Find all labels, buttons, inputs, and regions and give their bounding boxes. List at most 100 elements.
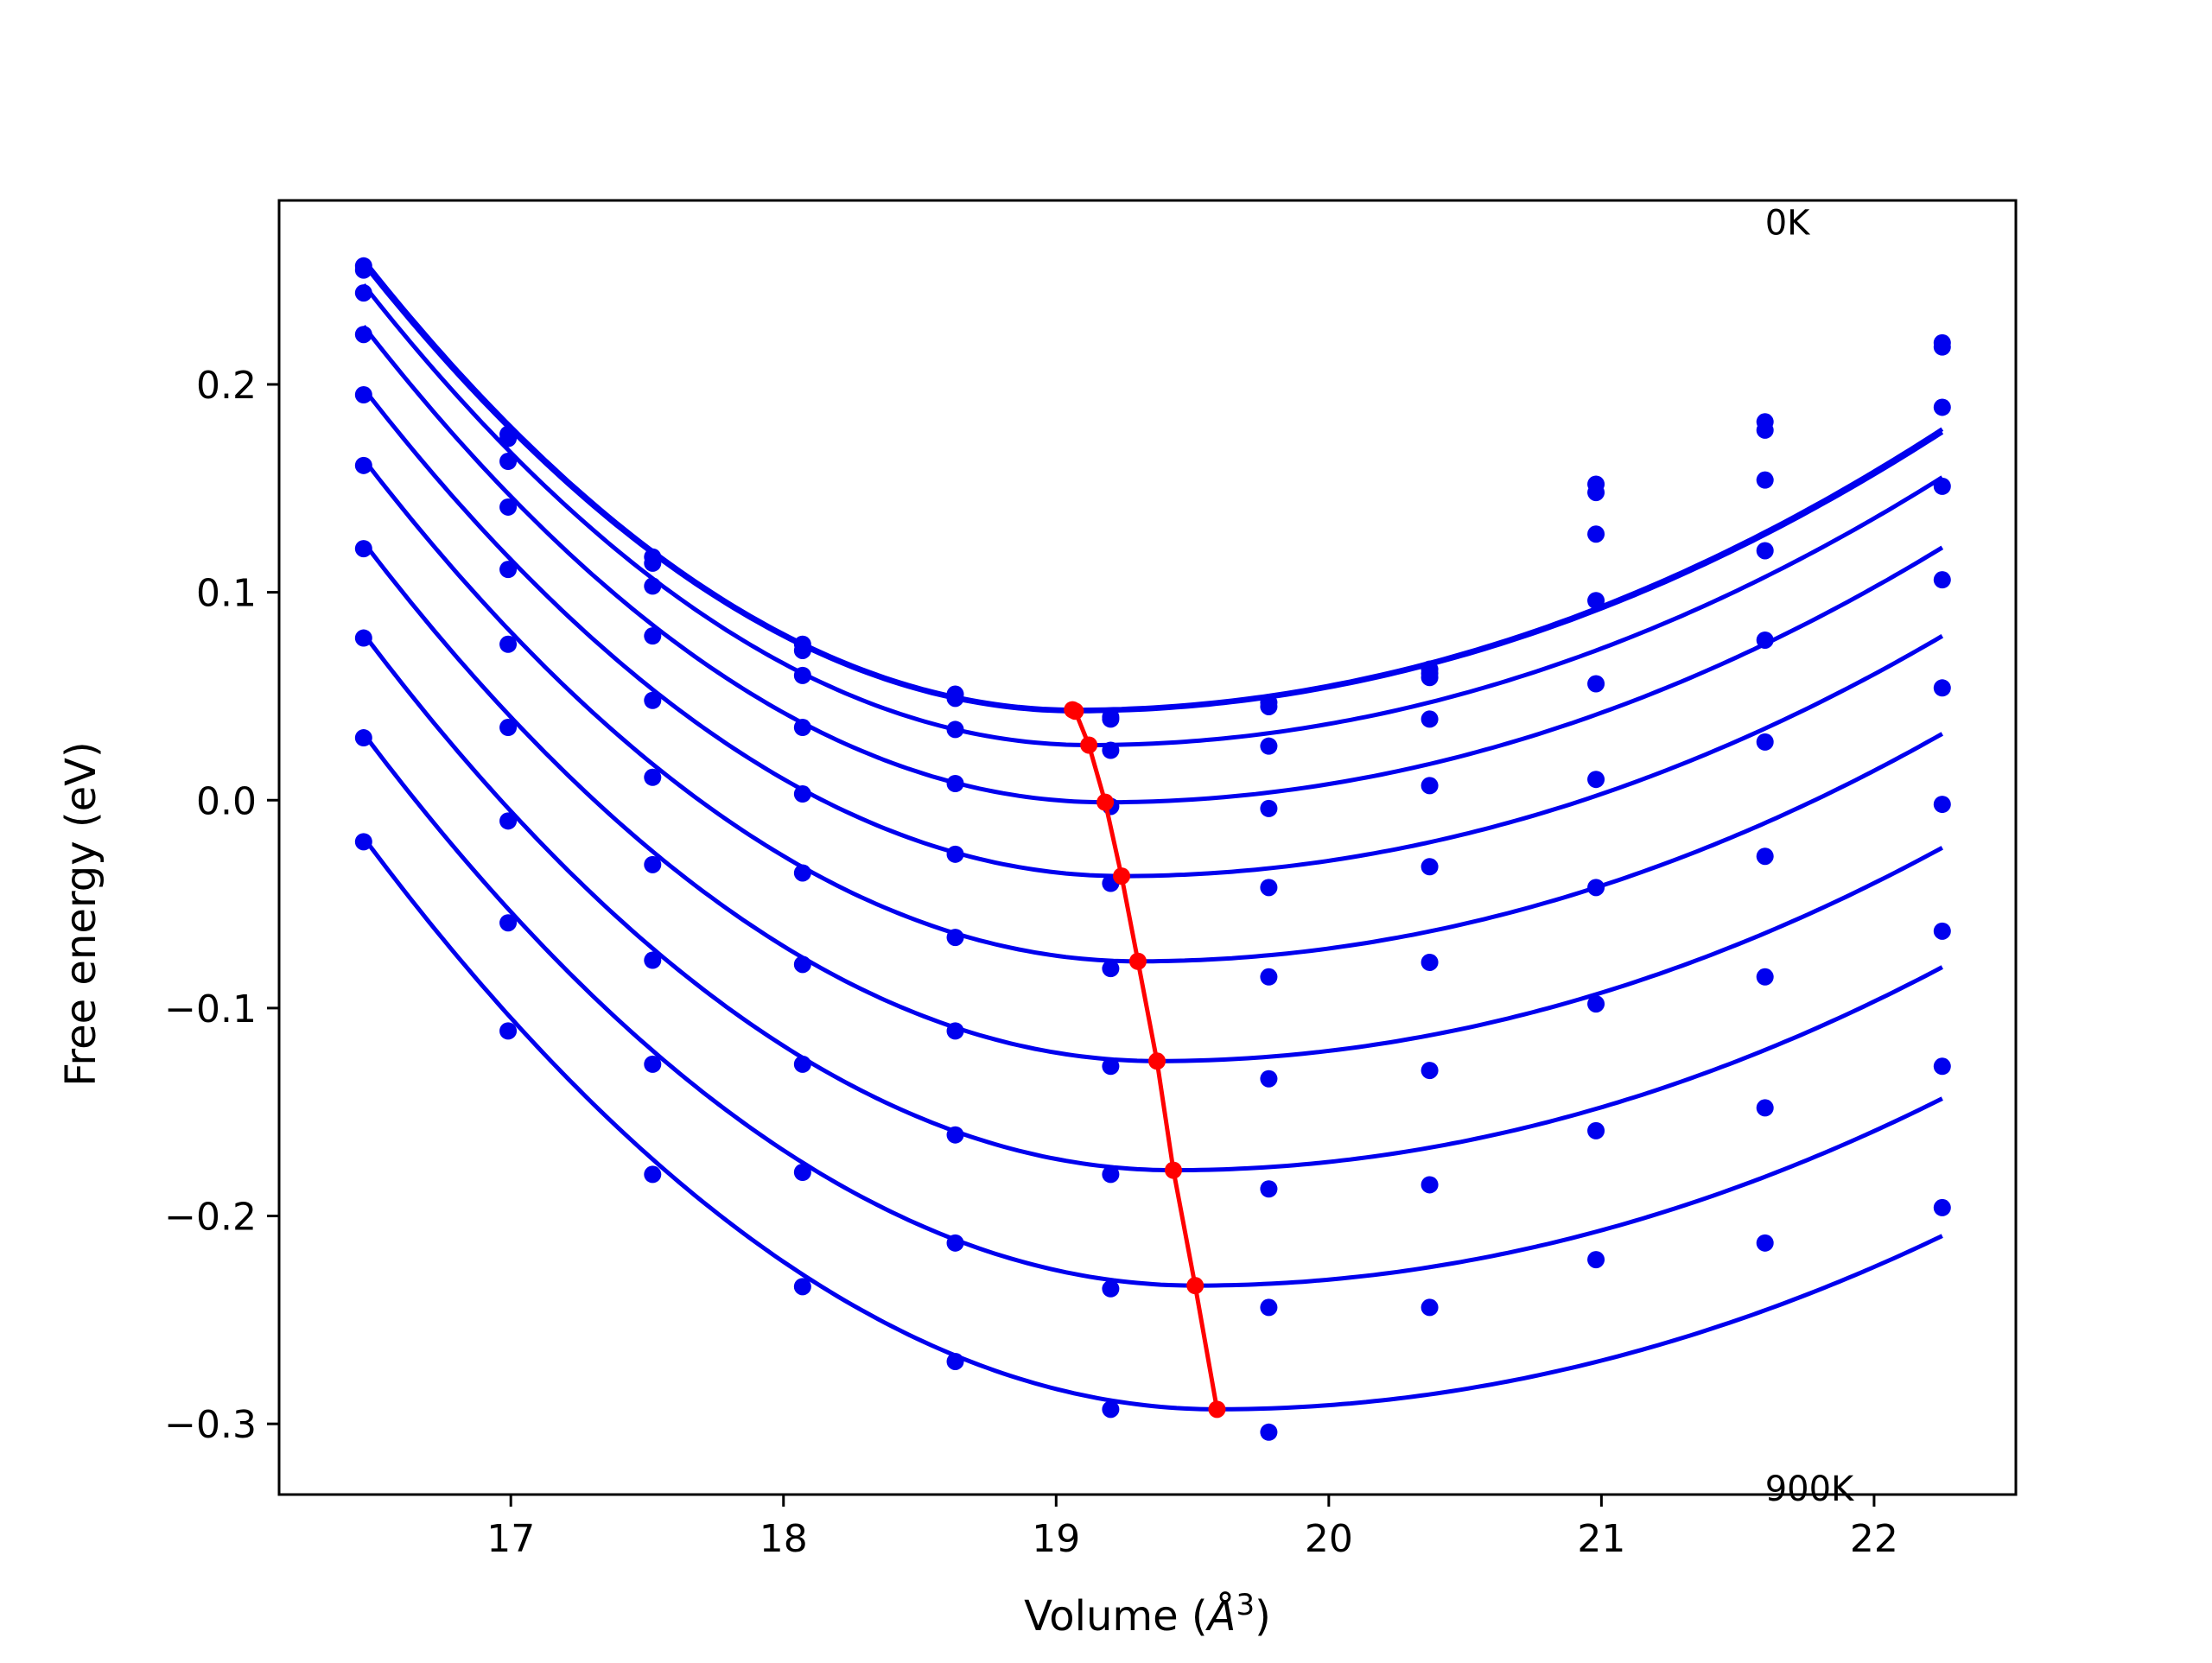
data-point bbox=[354, 629, 372, 647]
data-point bbox=[499, 453, 518, 471]
data-point bbox=[1587, 995, 1605, 1013]
minimum-point bbox=[1164, 1161, 1182, 1179]
data-point bbox=[1587, 771, 1605, 789]
data-point bbox=[1102, 741, 1120, 759]
data-point bbox=[354, 456, 372, 474]
minimum-point bbox=[1066, 702, 1084, 720]
data-point bbox=[1933, 679, 1951, 697]
data-point bbox=[1421, 858, 1439, 876]
minimum-point bbox=[1148, 1052, 1166, 1070]
data-point bbox=[499, 561, 518, 579]
data-point bbox=[499, 498, 518, 516]
minimum-point bbox=[1128, 952, 1147, 970]
y-tick-label: −0.3 bbox=[164, 1403, 257, 1447]
data-point bbox=[354, 326, 372, 344]
data-point bbox=[354, 729, 372, 747]
x-tick-label: 20 bbox=[1305, 1517, 1353, 1561]
y-axis-ticks: −0.3 −0.2 −0.1 0.0 0.1 0.2 bbox=[164, 364, 279, 1447]
x-tick-label: 19 bbox=[1032, 1517, 1080, 1561]
x-tick-label: 18 bbox=[760, 1517, 808, 1561]
data-point bbox=[1756, 471, 1774, 489]
fit-curve bbox=[361, 325, 1944, 805]
temperature-annotation: 0K bbox=[1765, 204, 1811, 244]
data-point bbox=[1102, 1279, 1120, 1298]
fit-curve bbox=[361, 458, 1944, 964]
data-point bbox=[354, 833, 372, 851]
minimum-point bbox=[1186, 1277, 1205, 1295]
data-point bbox=[1102, 960, 1120, 978]
x-tick-label: 22 bbox=[1850, 1517, 1898, 1561]
data-point bbox=[644, 691, 662, 709]
data-point bbox=[793, 864, 811, 882]
data-point bbox=[1756, 847, 1774, 866]
data-point bbox=[1933, 1198, 1951, 1216]
minimum-point bbox=[1080, 736, 1098, 754]
data-point bbox=[644, 577, 662, 595]
data-point bbox=[1756, 631, 1774, 649]
data-point bbox=[644, 554, 662, 572]
data-point bbox=[1260, 1070, 1278, 1088]
data-point bbox=[1260, 1180, 1278, 1198]
y-axis-label: Free energy (eV) bbox=[57, 741, 105, 1086]
data-point bbox=[1933, 1057, 1951, 1076]
data-point bbox=[644, 1055, 662, 1073]
temperature-annotation: 900K bbox=[1765, 1469, 1855, 1509]
data-point bbox=[1756, 421, 1774, 439]
data-point bbox=[793, 1278, 811, 1296]
data-point bbox=[793, 641, 811, 659]
data-point bbox=[1260, 799, 1278, 817]
data-point bbox=[1260, 1423, 1278, 1441]
data-point bbox=[1587, 525, 1605, 543]
data-point bbox=[499, 914, 518, 932]
data-point bbox=[1933, 796, 1951, 814]
data-point bbox=[1102, 710, 1120, 728]
y-tick-label: 0.0 bbox=[196, 779, 257, 823]
data-point bbox=[1933, 398, 1951, 416]
data-point bbox=[793, 719, 811, 737]
data-point bbox=[793, 785, 811, 803]
fit-curve bbox=[361, 262, 1944, 714]
data-point bbox=[946, 845, 964, 863]
x-tick-label: 21 bbox=[1577, 1517, 1625, 1561]
data-point bbox=[1587, 675, 1605, 693]
data-point bbox=[1421, 1176, 1439, 1194]
data-point bbox=[644, 951, 662, 969]
data-point bbox=[1421, 710, 1439, 728]
data-point bbox=[1260, 737, 1278, 755]
fit-curves bbox=[361, 258, 1944, 1412]
data-point bbox=[946, 929, 964, 947]
y-tick-label: 0.1 bbox=[196, 572, 257, 616]
annotations: 0K 900K bbox=[1765, 204, 1855, 1510]
data-point bbox=[1756, 968, 1774, 986]
data-point bbox=[1587, 592, 1605, 610]
data-point bbox=[499, 429, 518, 447]
x-axis-ticks: 17 18 19 20 21 22 bbox=[486, 1495, 1898, 1561]
data-point bbox=[1587, 879, 1605, 897]
data-point bbox=[644, 1165, 662, 1184]
data-point bbox=[946, 775, 964, 793]
data-point bbox=[1933, 922, 1951, 940]
data-point bbox=[1933, 571, 1951, 589]
minimum-line bbox=[1071, 708, 1219, 1410]
fit-curve bbox=[361, 732, 1943, 1288]
fit-curve bbox=[361, 387, 1944, 879]
data-point bbox=[354, 261, 372, 279]
data-point bbox=[1421, 777, 1439, 795]
data-point bbox=[1102, 1057, 1120, 1076]
data-point bbox=[1587, 484, 1605, 502]
data-point bbox=[1102, 1165, 1120, 1184]
data-point bbox=[644, 768, 662, 786]
data-point bbox=[1102, 1400, 1120, 1419]
data-point bbox=[946, 689, 964, 708]
data-point bbox=[793, 955, 811, 974]
data-point bbox=[1756, 1099, 1774, 1117]
fit-curve bbox=[361, 836, 1943, 1412]
data-point bbox=[644, 855, 662, 873]
data-point bbox=[946, 1022, 964, 1040]
data-point bbox=[946, 720, 964, 739]
plot-frame bbox=[277, 199, 2018, 1496]
data-point bbox=[1933, 477, 1951, 495]
minimum-point bbox=[1208, 1400, 1226, 1419]
fit-curve bbox=[361, 632, 1943, 1173]
